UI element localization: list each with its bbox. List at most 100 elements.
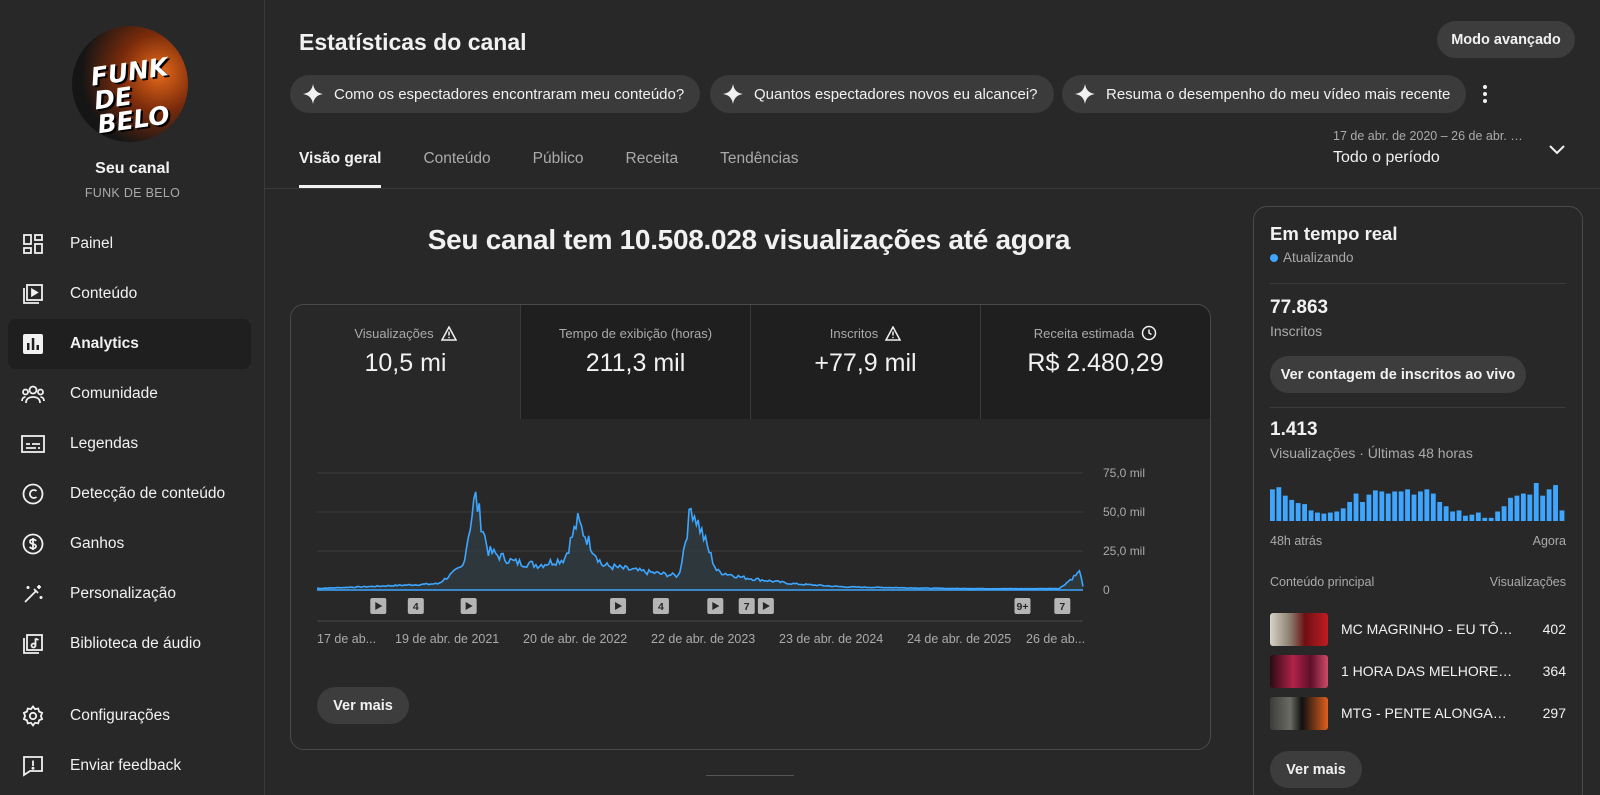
avatar-logo-text: FUNK DE BELO <box>88 52 172 140</box>
video-group-marker <box>652 598 669 614</box>
period-label: Todo o período <box>1333 149 1440 166</box>
tab-content[interactable]: Conteúdo <box>423 150 491 167</box>
metric-views[interactable]: Visualizações 10,5 mi <box>291 305 520 419</box>
live-subscriber-count-button[interactable]: Ver contagem de inscritos ao vivo <box>1270 356 1526 393</box>
chip-label: Como os espectadores encontraram meu con… <box>334 85 685 103</box>
realtime-bar <box>1495 511 1501 521</box>
settings-icon <box>21 704 45 728</box>
realtime-see-more-button[interactable]: Ver mais <box>1270 751 1362 788</box>
divider <box>1270 283 1566 284</box>
sidebar-item-label: Conteúdo <box>70 285 138 302</box>
sidebar-item-label: Configurações <box>70 707 170 724</box>
realtime-bar <box>1340 508 1346 521</box>
community-icon <box>21 382 45 406</box>
realtime-bar <box>1347 502 1353 521</box>
live-dot-icon <box>1270 253 1278 262</box>
sidebar-item-subtitles[interactable]: Legendas <box>8 419 251 469</box>
metric-watch-time[interactable]: Tempo de exibição (horas) 211,3 mil <box>520 305 750 419</box>
video-thumbnail <box>1270 654 1328 688</box>
realtime-bar <box>1540 495 1546 521</box>
realtime-bar <box>1334 511 1340 521</box>
sidebar-item-label: Analytics <box>70 335 139 352</box>
tab-overview[interactable]: Visão geral <box>299 150 382 188</box>
clock-icon <box>1141 325 1157 341</box>
top-content-header: Conteúdo principal Visualizações <box>1270 575 1566 589</box>
metric-value: 10,5 mi <box>364 349 447 377</box>
x-tick-label: 23 de abr. de 2024 <box>779 632 883 646</box>
y-tick-label: 0 <box>1103 583 1110 597</box>
realtime-bar <box>1482 517 1488 521</box>
realtime-bar <box>1559 510 1565 521</box>
metric-estimated-revenue[interactable]: Receita estimada R$ 2.480,29 <box>980 305 1210 419</box>
realtime-bar <box>1308 510 1314 521</box>
ai-question-chip-2[interactable]: Quantos espectadores novos eu alcancei? <box>710 75 1054 113</box>
audio-library-icon <box>21 632 45 656</box>
ai-question-chip-1[interactable]: Como os espectadores encontraram meu con… <box>290 75 701 113</box>
y-tick-label: 50,0 mil <box>1103 505 1145 519</box>
period-selector[interactable]: 17 de abr. de 2020 – 26 de abr. de 2025 … <box>1333 129 1573 167</box>
metric-value: +77,9 mil <box>814 349 917 377</box>
realtime-bar <box>1360 502 1365 521</box>
realtime-bar <box>1463 515 1468 521</box>
realtime-bar <box>1508 497 1513 521</box>
sidebar-item-settings[interactable]: Configurações <box>8 691 251 741</box>
sidebar-item-dashboard[interactable]: Painel <box>8 219 251 269</box>
realtime-bar <box>1475 512 1481 521</box>
customization-icon <box>21 582 45 606</box>
realtime-title: Em tempo real <box>1270 223 1398 244</box>
sidebar-item-label: Detecção de conteúdo <box>70 485 226 502</box>
realtime-bar <box>1430 493 1436 521</box>
channel-avatar[interactable]: FUNK DE BELO <box>72 26 188 142</box>
realtime-bar <box>1546 489 1552 521</box>
realtime-bar <box>1398 491 1404 521</box>
see-more-button[interactable]: Ver mais <box>317 687 409 724</box>
copyright-icon <box>21 482 45 506</box>
more-options-icon[interactable] <box>1475 81 1495 107</box>
realtime-status-label: Atualizando <box>1283 250 1354 265</box>
realtime-views-label: Visualizações · Últimas 48 horas <box>1270 445 1473 461</box>
sidebar-item-feedback[interactable]: Enviar feedback <box>8 741 251 791</box>
feedback-icon <box>21 754 45 778</box>
video-views: 364 <box>1542 663 1566 679</box>
realtime-bar <box>1437 502 1443 521</box>
chip-label: Resuma o desempenho do meu vídeo mais re… <box>1106 85 1451 103</box>
realtime-bar <box>1372 490 1378 521</box>
realtime-axis: 48h atrás Agora <box>1270 534 1566 548</box>
ai-question-chip-3[interactable]: Resuma o desempenho do meu vídeo mais re… <box>1062 75 1467 113</box>
realtime-bar <box>1527 494 1533 521</box>
sidebar-item-label: Legendas <box>70 435 139 452</box>
sidebar-item-label: Biblioteca de áudio <box>70 635 201 652</box>
tab-audience[interactable]: Público <box>532 150 584 167</box>
tab-trends[interactable]: Tendências <box>720 150 799 167</box>
top-content-label: Conteúdo principal <box>1270 575 1375 589</box>
channel-handle: FUNK DE BELO <box>84 186 181 200</box>
realtime-bar <box>1520 493 1526 521</box>
analytics-icon <box>21 332 45 356</box>
axis-right-label: Agora <box>1532 534 1566 548</box>
top-content-row[interactable]: 1 HORA DAS MELHORES DO FUNK 364 <box>1270 654 1566 688</box>
views-area-fill <box>317 491 1083 590</box>
sidebar-item-analytics[interactable]: Analytics <box>8 319 251 369</box>
chevron-down-icon[interactable] <box>1547 142 1567 158</box>
sidebar-item-earn[interactable]: Ganhos <box>8 519 251 569</box>
sidebar-item-community[interactable]: Comunidade <box>8 369 251 419</box>
x-tick-label: 17 de ab... <box>317 632 376 646</box>
metric-subscribers[interactable]: Inscritos +77,9 mil <box>750 305 980 419</box>
top-content-row[interactable]: MC MAGRINHO - EU TÔ QUERENDO 402 <box>1270 612 1566 646</box>
top-content-row[interactable]: MTG - PENTE ALONGADO DO BELO 297 <box>1270 696 1566 730</box>
sidebar-item-copyright[interactable]: Detecção de conteúdo <box>8 469 251 519</box>
sidebar-item-audio-library[interactable]: Biblioteca de áudio <box>8 619 251 669</box>
warning-icon <box>885 325 902 341</box>
video-thumbnail <box>1270 696 1328 730</box>
realtime-subscribers-value: 77.863 <box>1270 297 1329 318</box>
video-count-label: 9+ <box>1016 601 1028 613</box>
y-tick-label: 25,0 mil <box>1103 544 1145 558</box>
realtime-bar <box>1282 495 1288 521</box>
video-title: 1 HORA DAS MELHORES DO FUNK <box>1341 663 1516 679</box>
play-icon <box>465 602 473 610</box>
scroll-indicator <box>706 775 794 776</box>
advanced-mode-button[interactable]: Modo avançado <box>1437 21 1575 58</box>
sidebar-item-content[interactable]: Conteúdo <box>8 269 251 319</box>
sidebar-item-customization[interactable]: Personalização <box>8 569 251 619</box>
tab-revenue[interactable]: Receita <box>625 150 679 167</box>
